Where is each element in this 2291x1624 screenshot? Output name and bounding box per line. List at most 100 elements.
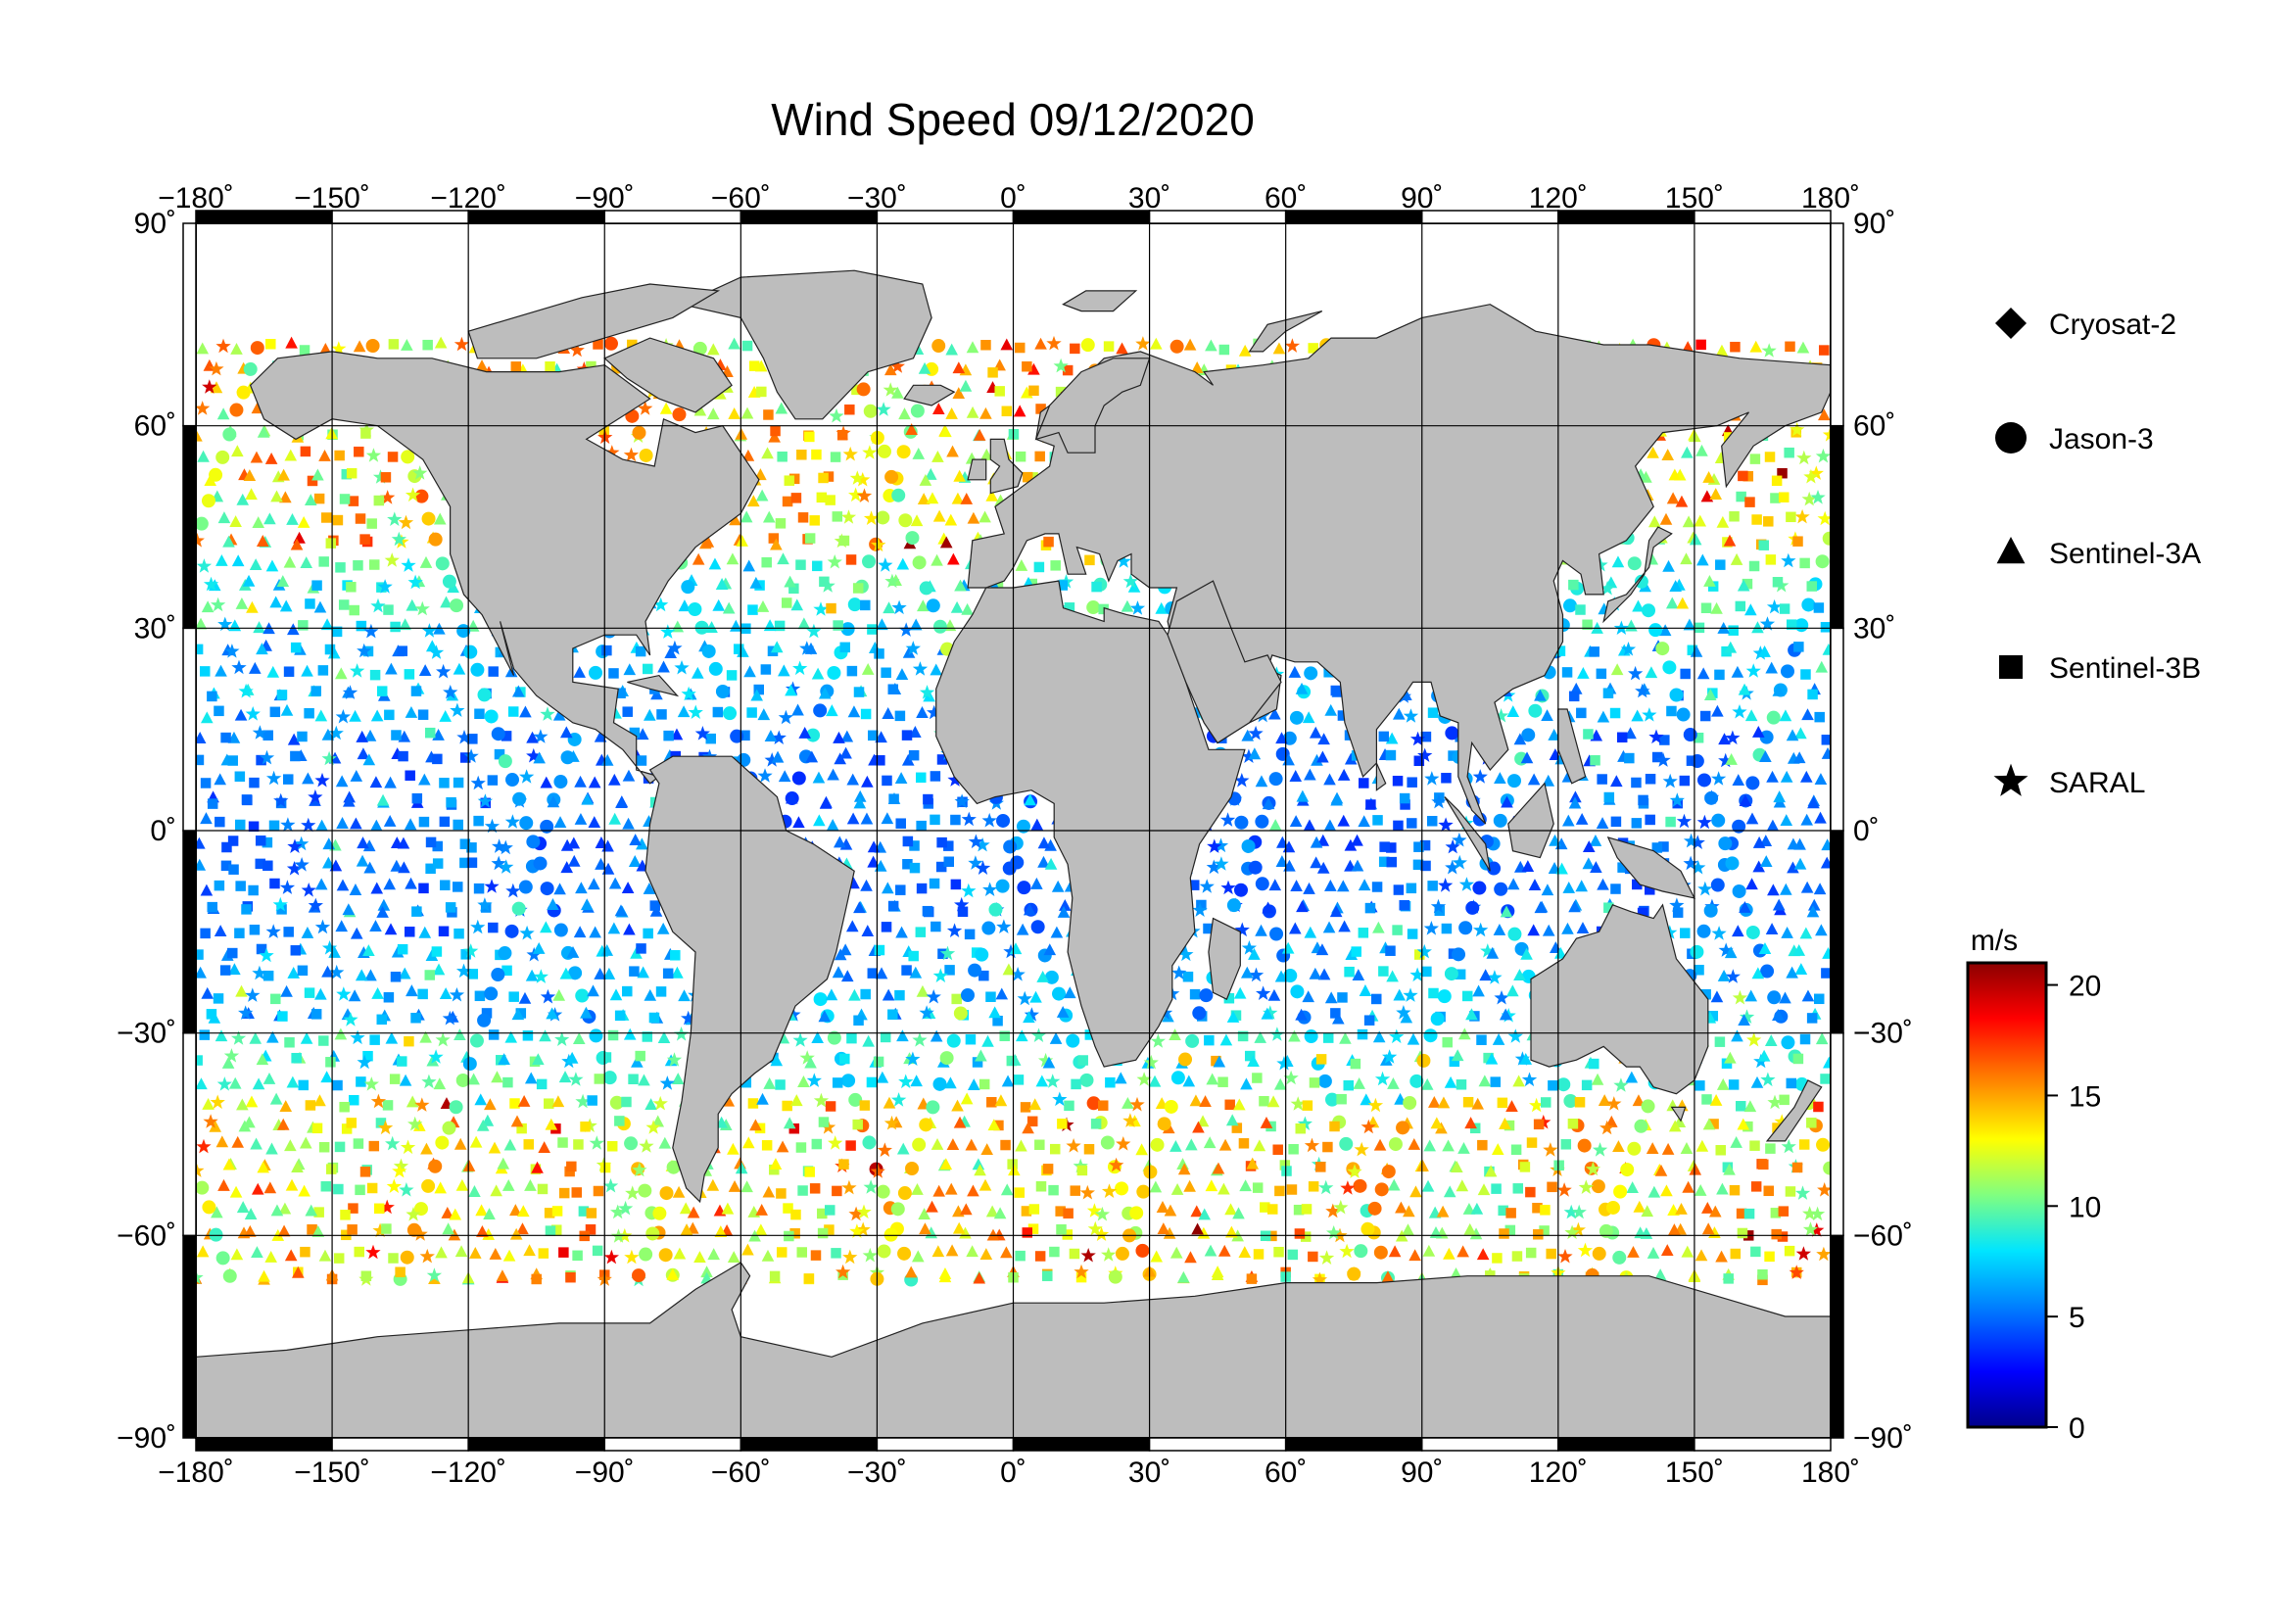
swath-marker xyxy=(792,1032,808,1047)
swath-marker xyxy=(981,812,997,828)
swath-marker xyxy=(1801,989,1815,1002)
swath-marker xyxy=(622,769,636,782)
swath-marker xyxy=(313,493,325,504)
swath-marker xyxy=(1695,1139,1709,1152)
swath-marker xyxy=(1665,597,1679,609)
swath-marker xyxy=(747,1098,759,1109)
swath-marker xyxy=(1409,1185,1422,1198)
swath-marker xyxy=(575,988,590,1003)
swath-marker xyxy=(410,1013,421,1024)
swath-marker xyxy=(708,557,722,570)
swath-marker xyxy=(856,488,873,502)
bottom-lon-tick-label: 30˚ xyxy=(1128,1457,1170,1489)
swath-marker xyxy=(876,618,888,631)
swath-marker xyxy=(1445,726,1459,740)
swath-marker xyxy=(560,861,573,874)
swath-marker xyxy=(280,984,293,997)
land-novaya-zemlya xyxy=(1248,310,1323,353)
swath-marker xyxy=(841,1074,856,1088)
swath-marker xyxy=(1323,773,1336,786)
swath-marker xyxy=(601,645,612,656)
swath-marker xyxy=(1766,770,1779,783)
swath-marker xyxy=(317,665,329,676)
swath-marker xyxy=(1022,471,1033,483)
swath-marker xyxy=(511,901,526,916)
swath-marker xyxy=(257,425,270,438)
swath-marker xyxy=(206,1009,217,1020)
swath-marker xyxy=(299,1136,312,1149)
swath-marker xyxy=(1464,1117,1477,1129)
swath-marker xyxy=(1238,1246,1252,1259)
swath-marker xyxy=(1378,966,1389,977)
swath-marker xyxy=(975,947,989,962)
swath-marker xyxy=(540,882,554,896)
swath-marker xyxy=(1668,1120,1682,1132)
swath-marker xyxy=(622,985,633,997)
swath-marker xyxy=(346,467,358,479)
swath-marker xyxy=(706,1178,720,1191)
swath-marker xyxy=(939,1051,954,1066)
swath-marker xyxy=(930,814,940,826)
swath-marker xyxy=(435,556,450,571)
swath-marker xyxy=(771,730,787,744)
swath-marker xyxy=(201,986,215,999)
swath-marker xyxy=(813,814,826,827)
swath-marker xyxy=(1000,338,1014,351)
swath-marker xyxy=(1357,1028,1368,1040)
swath-marker xyxy=(681,686,696,701)
swath-marker xyxy=(950,879,962,890)
swath-marker xyxy=(666,1267,680,1280)
swath-marker xyxy=(300,556,313,569)
swath-marker xyxy=(290,945,302,956)
swath-marker xyxy=(455,963,472,979)
swath-marker xyxy=(1218,1138,1232,1151)
swath-marker xyxy=(741,340,753,352)
swath-marker xyxy=(681,580,695,595)
swath-marker xyxy=(1779,709,1792,722)
swath-marker xyxy=(915,927,927,937)
swath-marker xyxy=(763,1077,776,1089)
swath-marker xyxy=(277,1011,288,1022)
swath-marker xyxy=(860,599,871,611)
swath-marker xyxy=(484,1098,497,1111)
swath-marker xyxy=(551,1206,563,1217)
swath-marker xyxy=(1288,1144,1299,1155)
swath-marker xyxy=(573,666,587,678)
swath-marker xyxy=(1666,492,1680,504)
swath-marker xyxy=(270,1204,284,1217)
swath-marker xyxy=(276,690,288,700)
swath-marker xyxy=(280,703,294,716)
swath-marker xyxy=(1718,836,1733,851)
swath-marker xyxy=(819,576,830,588)
swath-marker xyxy=(1409,1074,1424,1088)
swath-marker xyxy=(1240,1077,1253,1090)
swath-marker xyxy=(1772,684,1786,696)
swath-marker xyxy=(298,1184,310,1197)
swath-marker xyxy=(488,922,499,933)
swath-marker xyxy=(209,1120,221,1132)
swath-marker xyxy=(438,926,450,937)
swath-marker xyxy=(1716,515,1730,528)
swath-marker xyxy=(1765,661,1778,674)
swath-marker xyxy=(222,427,237,442)
swath-marker xyxy=(1042,1164,1054,1174)
swath-marker xyxy=(1225,1225,1238,1238)
swath-marker xyxy=(1675,495,1689,507)
swath-marker xyxy=(196,516,209,531)
swath-marker xyxy=(1288,665,1302,678)
swath-marker xyxy=(1420,731,1432,742)
swath-marker xyxy=(1199,988,1214,1003)
swath-marker xyxy=(370,597,386,613)
swath-marker xyxy=(425,836,437,848)
swath-marker xyxy=(348,496,359,506)
swath-marker xyxy=(355,969,368,981)
swath-marker xyxy=(1711,813,1726,828)
swath-marker xyxy=(926,598,940,613)
swath-marker xyxy=(1296,789,1310,802)
swath-marker xyxy=(701,535,715,548)
swath-marker xyxy=(1492,1032,1505,1045)
swath-marker xyxy=(1506,878,1520,890)
swath-marker xyxy=(376,906,389,918)
swath-marker xyxy=(919,473,932,486)
swath-marker xyxy=(1609,707,1621,719)
